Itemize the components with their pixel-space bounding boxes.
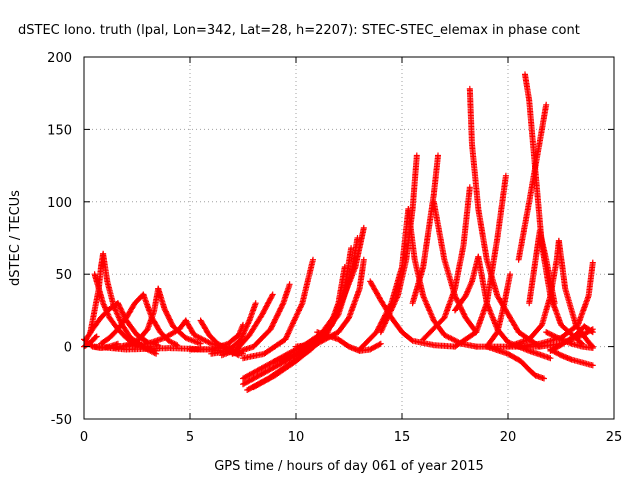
data-series: [83, 300, 121, 343]
data-series: [377, 152, 420, 336]
x-tick-label: 15: [394, 430, 411, 445]
data-series: [293, 256, 367, 350]
data-series: [420, 184, 473, 343]
series-markers: [240, 256, 316, 362]
data-series: [505, 237, 562, 350]
data-series: [515, 101, 550, 263]
y-tick-label: -50: [51, 413, 72, 428]
chart-title: dSTEC Iono. truth (lpal, Lon=342, Lat=28…: [18, 23, 580, 38]
x-tick-label: 25: [606, 430, 623, 445]
series-markers: [452, 172, 509, 350]
x-tick-label: 10: [288, 430, 305, 445]
series-markers: [187, 321, 246, 353]
data-series: [483, 343, 547, 382]
series-markers: [377, 152, 420, 336]
x-axis-label: GPS time / hours of day 061 of year 2015: [214, 459, 484, 474]
y-tick-label: 0: [64, 341, 72, 356]
data-series: [240, 256, 316, 362]
series-markers: [505, 237, 562, 350]
y-tick-label: 200: [47, 51, 72, 66]
y-tick-label: 150: [47, 123, 72, 138]
series-markers: [229, 281, 293, 357]
y-axis-label: dSTEC / TECUs: [8, 190, 23, 286]
data-series: [229, 281, 293, 357]
series-markers: [83, 300, 121, 343]
series-markers: [547, 323, 596, 354]
data-series: [547, 323, 596, 354]
y-tick-label: 50: [55, 268, 72, 283]
axes: 0 5 10 15 20 25 -50 0 50 100 150 200: [47, 51, 622, 445]
x-tick-label: 5: [186, 430, 194, 445]
series-markers: [98, 291, 147, 347]
data-series: [98, 291, 147, 347]
plot-area: [81, 71, 596, 393]
series-markers: [483, 343, 547, 382]
plot-frame: [83, 56, 615, 420]
data-series: [187, 321, 246, 353]
series-markers: [293, 256, 367, 350]
series-markers: [420, 184, 473, 343]
series-markers: [218, 291, 276, 359]
y-tick-label: 100: [47, 196, 72, 211]
x-tick-label: 0: [80, 430, 88, 445]
x-tick-label: 20: [500, 430, 517, 445]
data-series: [218, 291, 276, 359]
data-series: [452, 172, 509, 350]
series-markers: [515, 101, 550, 263]
